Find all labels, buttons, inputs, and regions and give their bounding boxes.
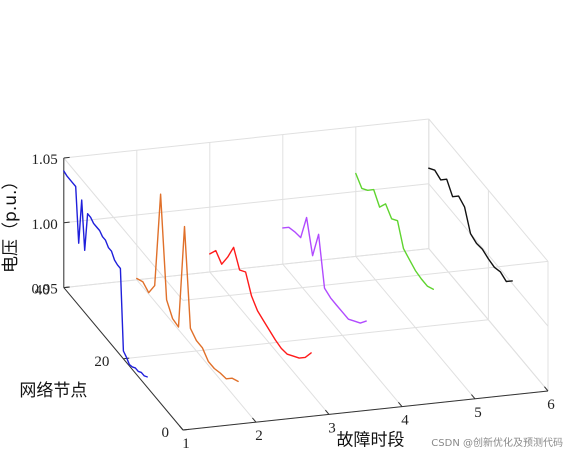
z-tick-label: 1.00	[32, 217, 58, 233]
z-tick	[63, 156, 70, 159]
series-line-1	[63, 170, 148, 378]
grid-line	[428, 183, 549, 327]
axis-layer	[63, 156, 549, 431]
z-tick-label: 0.95	[32, 282, 58, 298]
grid-line	[63, 118, 429, 159]
y-axis-line	[63, 287, 184, 431]
grid-line	[428, 118, 549, 262]
grid-layer	[63, 118, 549, 431]
series-layer	[63, 167, 513, 383]
label-layer: 1 2 3 4 5 6 0 20 400.95 1.00 1.05 故障时段 网络节点 电压（p.u.）	[1, 152, 555, 452]
x-axis-line	[182, 390, 549, 431]
grid-line	[63, 248, 429, 289]
series-line-6	[428, 167, 513, 283]
series-line-2	[136, 193, 239, 383]
y-tick-label: 0	[162, 425, 170, 441]
x-tick-label: 6	[547, 397, 555, 413]
series-line-4	[282, 216, 367, 324]
x-tick-label: 4	[401, 413, 409, 429]
x-tick	[325, 409, 330, 415]
x-tick	[252, 417, 257, 423]
y-tick-label: 20	[94, 354, 109, 370]
grid-line	[182, 260, 549, 301]
x-axis-title: 故障时段	[337, 431, 405, 451]
grid-line	[63, 157, 184, 301]
x-tick-label: 3	[328, 420, 336, 436]
grid-line	[123, 319, 489, 360]
series-line-3	[209, 246, 312, 359]
z-tick-label: 1.05	[32, 152, 58, 168]
z-axis-title: 电压（p.u.）	[1, 173, 21, 273]
x-tick	[544, 386, 549, 392]
y-tick	[182, 428, 189, 431]
y-tick-label: 40	[35, 283, 50, 299]
x-tick	[179, 425, 184, 431]
z-tick	[63, 221, 70, 224]
x-tick	[398, 402, 403, 407]
series-line-5	[355, 172, 434, 290]
x-tick	[471, 394, 476, 400]
x-tick-label: 1	[182, 436, 190, 452]
y-axis-title: 网络节点	[19, 381, 87, 401]
watermark: CSDN @创新优化及预测代码	[431, 438, 563, 449]
x-tick-label: 5	[474, 405, 482, 421]
z-tick	[63, 286, 70, 289]
x-tick-label: 2	[255, 428, 263, 444]
